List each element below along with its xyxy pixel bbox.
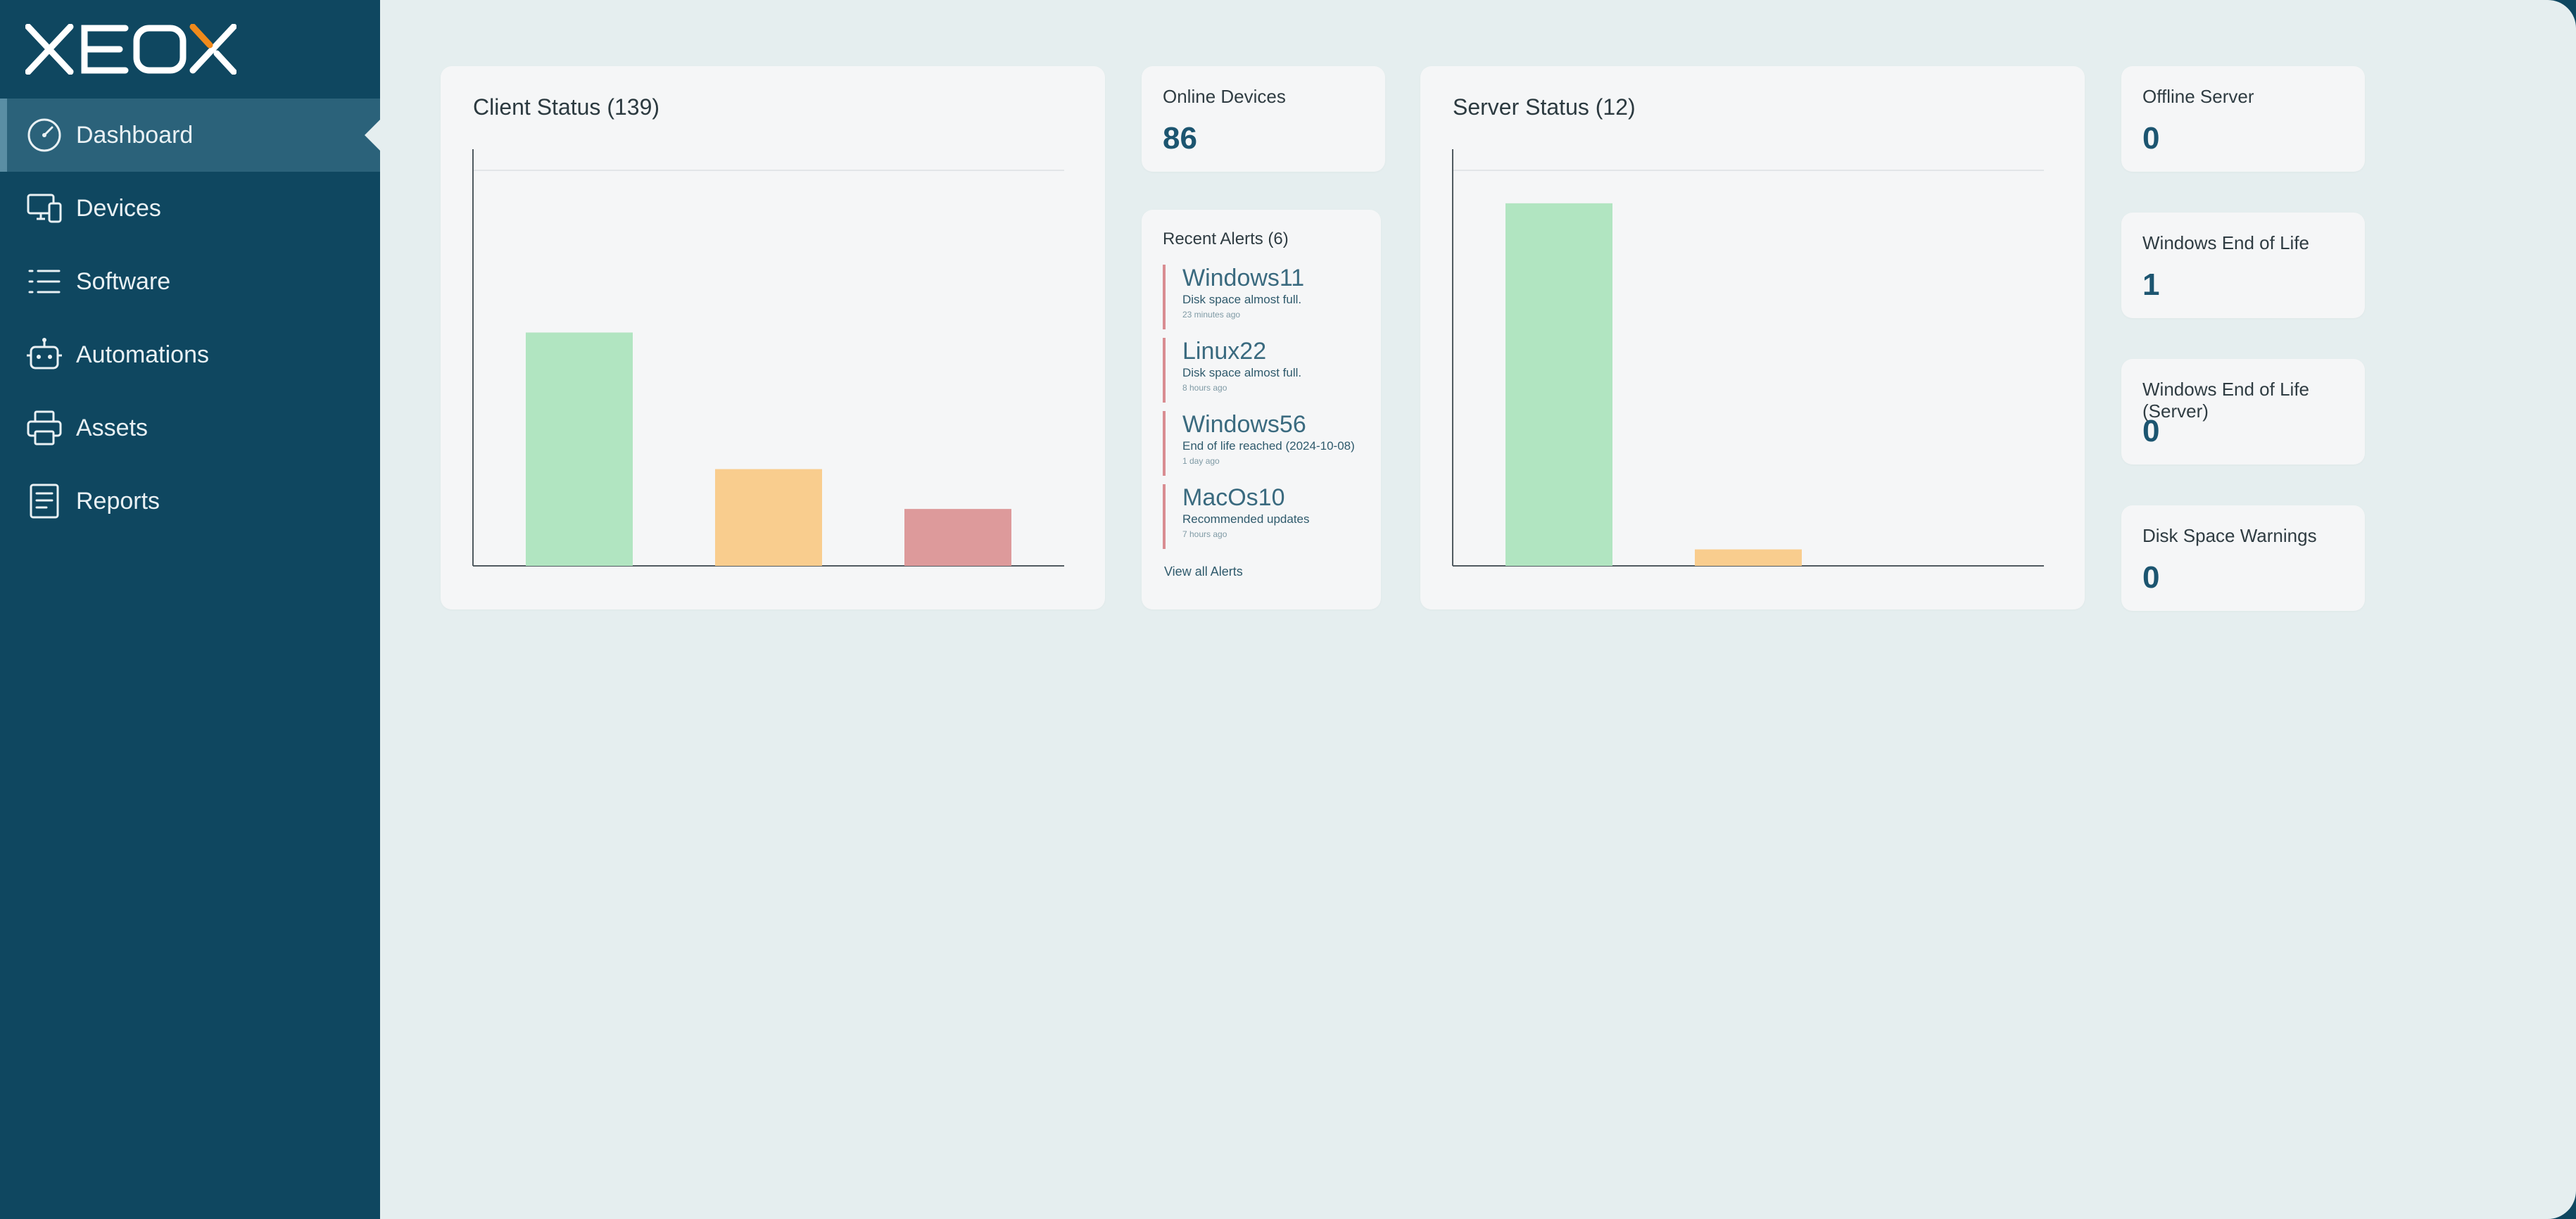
alert-description: End of life reached (2024-10-08)	[1182, 439, 1355, 453]
disk-space-warnings-title: Disk Space Warnings	[2142, 525, 2317, 546]
chart-bar[interactable]	[715, 469, 822, 566]
alert-time: 23 minutes ago	[1182, 310, 1241, 320]
sidebar-item-automations[interactable]: Automations	[0, 318, 380, 391]
windows-eol-server-value: 0	[2142, 414, 2160, 448]
alert-item[interactable]: Windows56 End of life reached (2024-10-0…	[1163, 411, 1391, 476]
sidebar-item-dashboard[interactable]: Dashboard	[0, 99, 380, 172]
xeox-logo[interactable]	[25, 24, 236, 75]
client-status-card: Client Status (139)	[441, 66, 1105, 610]
alert-item[interactable]: Linux22 Disk space almost full. 8 hours …	[1163, 338, 1391, 403]
alert-device-name: Linux22	[1182, 338, 1267, 365]
gauge-icon	[27, 118, 61, 152]
sidebar-item-assets[interactable]: Assets	[0, 391, 380, 465]
sidebar-item-label: Assets	[76, 414, 149, 441]
server-status-chart	[1452, 149, 2044, 567]
sidebar-item-label: Dashboard	[76, 121, 194, 149]
chart-bar[interactable]	[526, 332, 633, 566]
sidebar: Dashboard Devices Software Automations	[0, 0, 380, 1219]
sidebar-item-label: Devices	[76, 194, 161, 222]
robot-icon	[27, 338, 62, 370]
alert-item[interactable]: Windows11 Disk space almost full. 23 min…	[1163, 265, 1391, 329]
sidebar-item-label: Reports	[76, 487, 160, 514]
client-status-chart	[472, 149, 1064, 567]
sidebar-item-software[interactable]: Software	[0, 245, 380, 318]
alert-time: 8 hours ago	[1182, 383, 1227, 393]
windows-eol-server-card[interactable]: Windows End of Life (Server) 0	[2121, 359, 2365, 465]
alert-device-name: Windows11	[1182, 265, 1305, 291]
chart-bar[interactable]	[904, 509, 1011, 566]
sidebar-item-reports[interactable]: Reports	[0, 465, 380, 538]
recent-alerts-title: Recent Alerts (6)	[1163, 229, 1289, 248]
alert-device-name: Windows56	[1182, 411, 1306, 438]
windows-eol-value: 1	[2142, 267, 2160, 302]
alert-time: 7 hours ago	[1182, 529, 1227, 539]
alert-device-name: MacOs10	[1182, 484, 1285, 511]
alert-item[interactable]: MacOs10 Recommended updates 7 hours ago	[1163, 484, 1391, 549]
chart-bar[interactable]	[1505, 203, 1612, 566]
disk-space-warnings-value: 0	[2142, 560, 2160, 595]
disk-space-warnings-card[interactable]: Disk Space Warnings 0	[2121, 505, 2365, 611]
printer-icon	[27, 410, 62, 446]
online-devices-title: Online Devices	[1163, 86, 1286, 107]
sidebar-item-label: Software	[76, 267, 171, 295]
report-icon	[30, 484, 59, 519]
alert-description: Disk space almost full.	[1182, 366, 1302, 379]
alert-description: Recommended updates	[1182, 512, 1310, 526]
windows-eol-server-title: Windows End of Life (Server)	[2142, 379, 2310, 422]
list-icon	[28, 270, 61, 293]
view-all-alerts-link[interactable]: View all Alerts	[1164, 564, 1243, 579]
sidebar-item-devices[interactable]: Devices	[0, 172, 380, 245]
server-status-card: Server Status (12)	[1420, 66, 2085, 610]
online-devices-value: 86	[1163, 121, 1197, 156]
main-content: Client Status (139) Online Devices 86 Re…	[380, 0, 2576, 1219]
alert-description: Disk space almost full.	[1182, 293, 1302, 306]
recent-alerts-card: Recent Alerts (6) Windows11 Disk space a…	[1142, 210, 1381, 610]
windows-eol-title: Windows End of Life	[2142, 232, 2310, 253]
sidebar-item-label: Automations	[76, 341, 209, 368]
alert-time: 1 day ago	[1182, 456, 1220, 466]
server-status-title: Server Status (12)	[1453, 94, 1636, 120]
offline-server-value: 0	[2142, 121, 2160, 156]
windows-eol-card[interactable]: Windows End of Life 1	[2121, 213, 2365, 318]
client-status-title: Client Status (139)	[473, 94, 660, 120]
chart-bar[interactable]	[1695, 549, 1802, 566]
offline-server-title: Offline Server	[2142, 86, 2254, 107]
online-devices-card[interactable]: Online Devices 86	[1142, 66, 1385, 172]
offline-server-card[interactable]: Offline Server 0	[2121, 66, 2365, 172]
devices-icon	[27, 194, 62, 223]
